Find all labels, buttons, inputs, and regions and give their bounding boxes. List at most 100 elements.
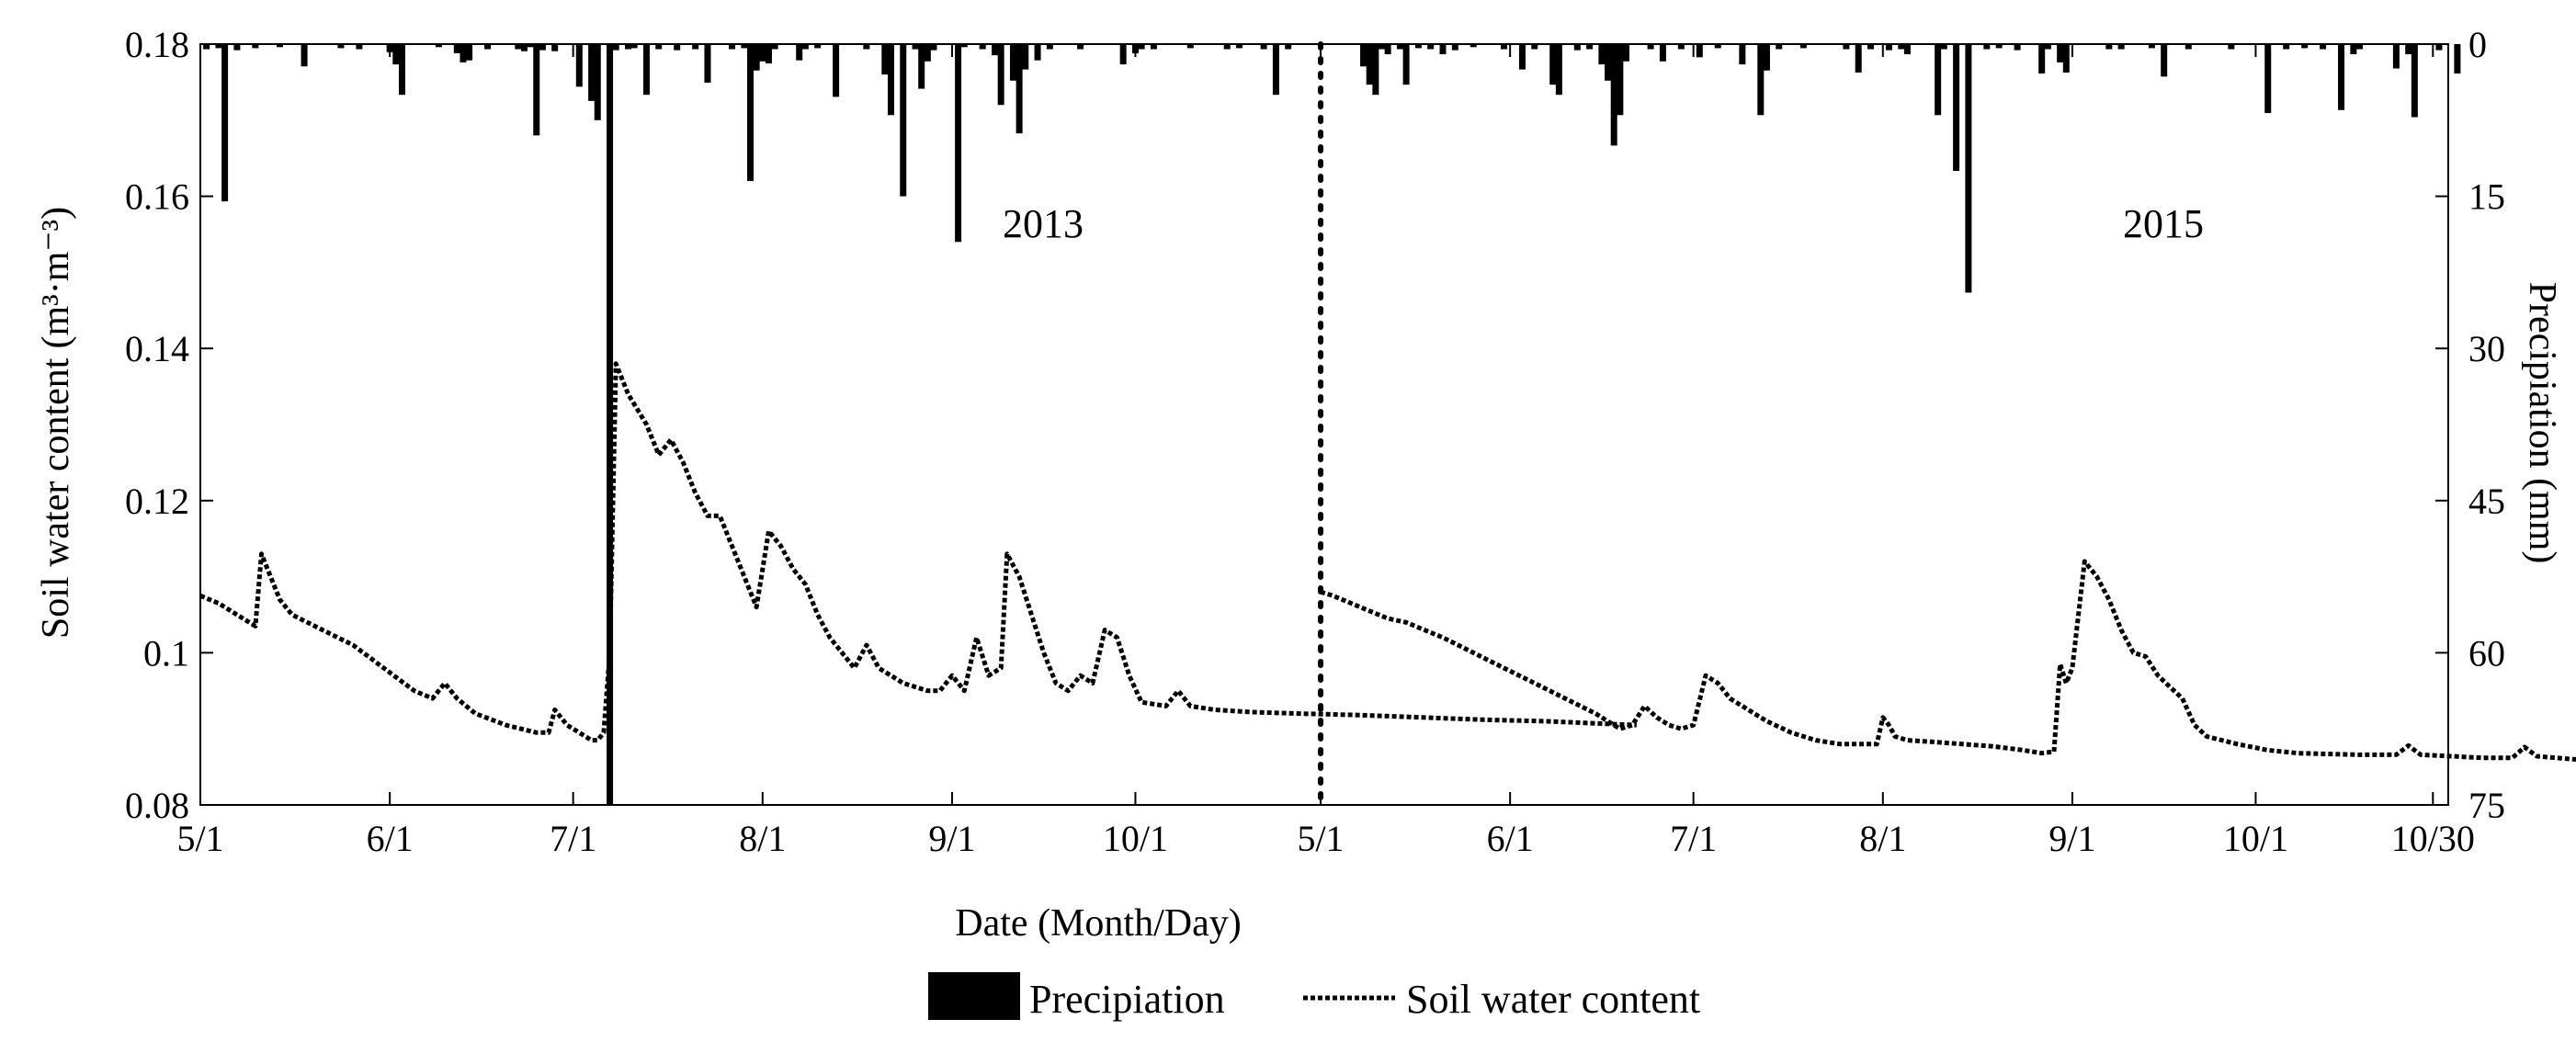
precip-bar [1531, 44, 1538, 50]
precip-bar [398, 44, 405, 96]
precip-bar [1677, 44, 1685, 50]
precip-bar [2228, 44, 2235, 50]
precip-bar [2392, 44, 2400, 69]
precip-bar [753, 44, 760, 71]
precip-bar [960, 44, 968, 48]
precip-bar [1138, 44, 1145, 50]
precip-bar [642, 44, 650, 96]
precip-bar [887, 44, 894, 116]
precip-bar [1898, 44, 1905, 50]
precip-bar [655, 44, 663, 50]
precip-bar [1855, 44, 1862, 73]
precip-bar [551, 44, 559, 51]
legend-precip-swatch [928, 972, 1020, 1020]
precip-bar [741, 44, 748, 49]
precip-bar [2350, 44, 2357, 55]
precip-bar [594, 44, 601, 120]
precip-bar [1009, 44, 1016, 81]
precip-bar [1360, 44, 1367, 67]
left-y-axis-title-units: (m³·m⁻³) [35, 207, 77, 349]
precip-bar [1953, 44, 1960, 171]
precip-bar [2338, 44, 2345, 110]
precip-bar [460, 44, 467, 62]
precip-bar [1046, 44, 1053, 50]
precip-bar [233, 44, 241, 51]
precip-bar [1885, 44, 1892, 51]
precip-bar [1016, 44, 1023, 134]
precip-bar [515, 44, 522, 50]
x-tick-label: 7/1 [1670, 818, 1717, 859]
x-tick-label: 8/1 [739, 818, 786, 859]
precip-bar [337, 44, 345, 49]
x-axis-title: Date (Month/Day) [955, 902, 1241, 945]
right-y-tick-label: 30 [2468, 328, 2505, 369]
precip-bar [930, 44, 937, 51]
precip-bar [1696, 44, 1703, 58]
x-tick-label: 10/1 [2223, 818, 2288, 859]
precip-bar [1414, 44, 1422, 49]
precip-bar [607, 44, 614, 805]
left-y-tick-label: 0.1 [143, 632, 189, 674]
precip-bar [2038, 44, 2046, 74]
precip-bar [215, 44, 222, 49]
axes [199, 41, 2449, 808]
precip-bar [2161, 44, 2168, 77]
precip-bar [1757, 44, 1765, 116]
precip-bar [1739, 44, 1746, 65]
precip-bar [2117, 44, 2125, 50]
precip-bar [1940, 44, 1947, 50]
precip-bar [1935, 44, 1942, 116]
precip-bar [1965, 44, 1972, 293]
precip-bar [833, 44, 840, 97]
year-label-2015: 2015 [2123, 201, 2204, 246]
precip-bar [1439, 44, 1447, 55]
legend-swc-label: Soil water content [1406, 977, 1700, 1022]
swc-line-2013 [199, 361, 1637, 743]
precip-bar [221, 44, 229, 202]
precip-bar [1366, 44, 1373, 85]
precip-bar [1372, 44, 1379, 96]
precip-bar [1077, 44, 1084, 50]
precip-bar [1501, 44, 1507, 50]
precip-bar [1034, 44, 1041, 61]
precip-bar [453, 44, 460, 53]
precip-bar [2105, 44, 2113, 50]
precip-bar [1647, 44, 1654, 50]
left-y-tick-label: 0.08 [125, 785, 189, 826]
precip-bar [1555, 44, 1562, 96]
x-tick-label: 6/1 [1487, 818, 1534, 859]
precip-bar [252, 44, 259, 49]
swc-line-2015 [1320, 559, 2576, 762]
x-tick-label: 8/1 [1859, 818, 1906, 859]
precip-bar [1427, 44, 1435, 50]
precip-bar [1617, 44, 1624, 116]
precip-bar [674, 44, 681, 51]
precip-bar [2356, 44, 2363, 50]
precip-bar [1776, 44, 1783, 50]
precip-bar [1150, 44, 1157, 50]
year-label-2013: 2013 [1003, 201, 1084, 246]
precip-bar [527, 44, 534, 48]
precip-bar [1799, 44, 1807, 49]
precip-bar [1549, 44, 1557, 85]
precip-bar [2184, 44, 2192, 50]
precip-bar [533, 44, 540, 136]
precip-bar [979, 44, 986, 50]
precip-bar [1451, 44, 1458, 51]
precip-bar [1714, 44, 1721, 49]
precip-bar [747, 44, 754, 182]
precip-bar [1119, 44, 1127, 65]
precip-bar [1623, 44, 1629, 62]
precip-bar [997, 44, 1004, 106]
precip-bar [1236, 44, 1243, 49]
precip-bar [1586, 44, 1594, 50]
left-y-tick-label: 0.16 [125, 176, 189, 218]
legend-precip-label: Precipiation [1029, 977, 1225, 1022]
precip-bar [520, 44, 528, 51]
precip-bar [2301, 44, 2309, 49]
precip-bar [1518, 44, 1526, 70]
right-y-tick-label: 75 [2468, 785, 2505, 826]
precip-bar [1843, 44, 1850, 50]
precip-bar [1272, 44, 1279, 96]
